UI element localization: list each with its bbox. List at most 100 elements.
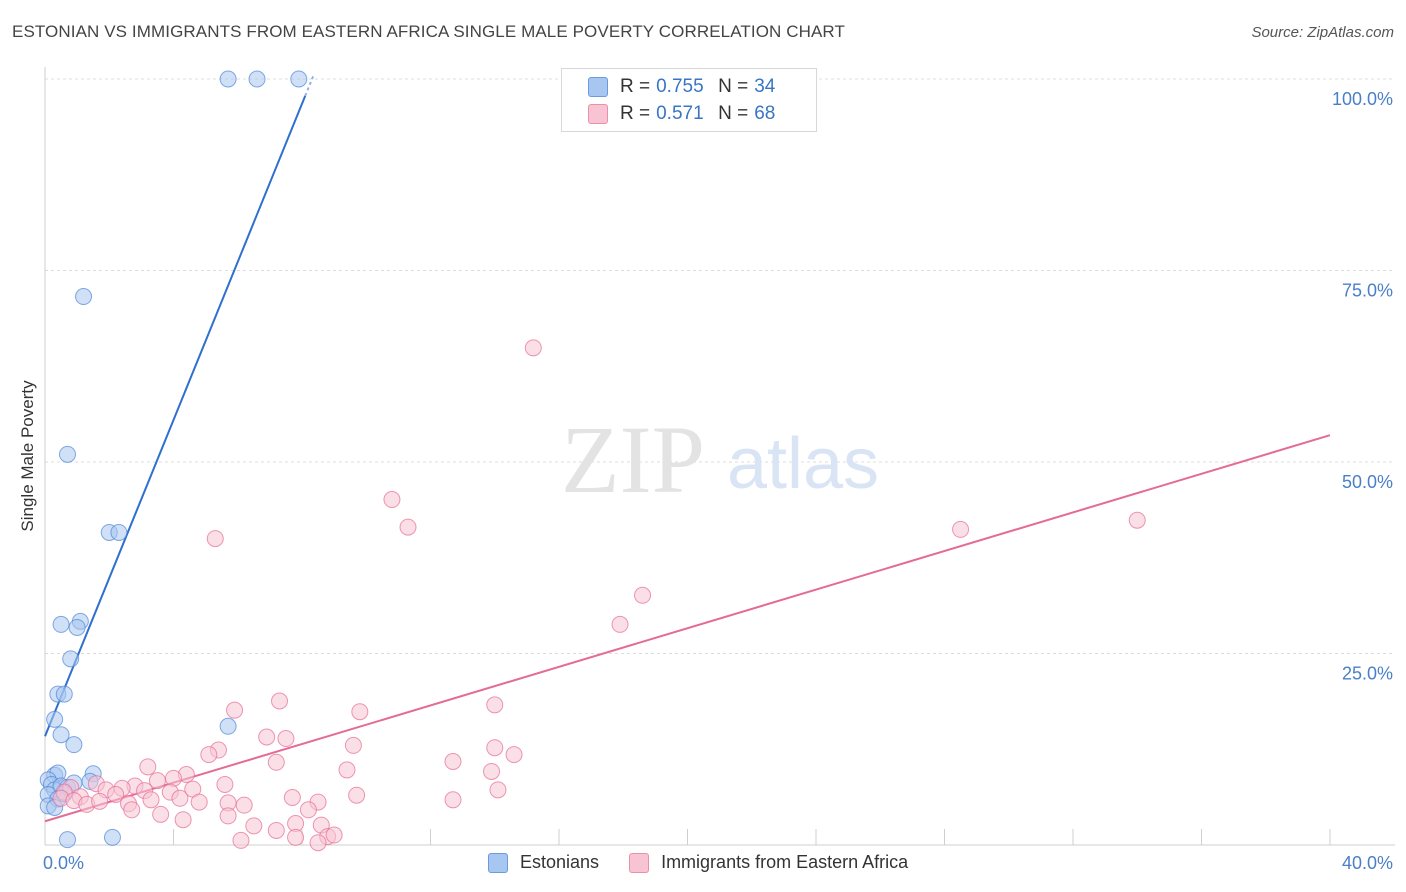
immigrant-point bbox=[287, 828, 305, 846]
immigrant-point bbox=[226, 701, 244, 719]
immigrant-point bbox=[267, 821, 285, 839]
x-tick-label: 40.0% bbox=[1342, 853, 1393, 873]
correlation-legend: R = 0.755 N = 34 R = 0.571 N = 68 bbox=[561, 68, 817, 132]
immigrant-point bbox=[219, 807, 237, 825]
immigrant-point bbox=[283, 789, 301, 807]
immigrant-point bbox=[309, 834, 327, 852]
immigrant-point bbox=[245, 817, 263, 835]
series-swatch-estonians bbox=[488, 852, 508, 873]
immigrant-point bbox=[351, 703, 369, 721]
immigrant-point bbox=[267, 753, 285, 771]
legend-n-label: N = bbox=[718, 103, 749, 124]
estonian-point bbox=[62, 650, 80, 668]
immigrant-point bbox=[486, 739, 504, 757]
estonian-point bbox=[75, 288, 93, 306]
immigrant-point bbox=[152, 805, 170, 823]
immigrant-point bbox=[200, 746, 218, 764]
legend-swatch-estonians bbox=[588, 77, 608, 97]
immigrant-point bbox=[952, 520, 970, 538]
immigrant-point bbox=[444, 791, 462, 809]
immigrant-point bbox=[139, 758, 157, 776]
data-points bbox=[39, 70, 1146, 852]
legend-r-value: 0.571 bbox=[656, 103, 704, 124]
immigrant-point bbox=[634, 586, 652, 604]
y-tick-label: 100.0% bbox=[1332, 89, 1393, 109]
estonian-point bbox=[46, 710, 64, 728]
immigrant-point bbox=[142, 791, 160, 809]
estonian-point bbox=[219, 717, 237, 735]
trend-line-estonians bbox=[44, 95, 307, 737]
estonian-point bbox=[248, 70, 266, 88]
legend-row-immigrants: R = 0.571 N = 68 bbox=[588, 101, 775, 127]
immigrant-point bbox=[325, 826, 343, 844]
immigrant-point bbox=[216, 775, 234, 793]
series-legend: Estonians Immigrants from Eastern Africa bbox=[488, 852, 938, 873]
estonian-point bbox=[68, 618, 86, 636]
x-tick-label: 0.0% bbox=[43, 853, 84, 873]
immigrant-point bbox=[174, 811, 192, 829]
immigrant-point bbox=[148, 772, 166, 790]
legend-n-label: N = bbox=[718, 76, 749, 97]
source-label: Source: ZipAtlas.com bbox=[1251, 24, 1394, 41]
estonian-point bbox=[58, 831, 76, 849]
immigrant-point bbox=[123, 801, 141, 819]
grid-lines bbox=[45, 78, 1395, 654]
estonian-point bbox=[110, 523, 128, 541]
immigrant-point bbox=[277, 730, 295, 748]
legend-swatch-immigrants bbox=[588, 104, 608, 124]
immigrant-point bbox=[483, 762, 501, 780]
immigrant-point bbox=[1128, 511, 1146, 529]
immigrant-point bbox=[399, 518, 417, 536]
immigrant-point bbox=[505, 746, 523, 764]
series-legend-estonians[interactable]: Estonians bbox=[488, 852, 599, 873]
legend-r-value: 0.755 bbox=[656, 76, 704, 97]
estonian-point bbox=[52, 726, 70, 744]
estonian-point bbox=[58, 445, 76, 463]
estonian-point bbox=[52, 615, 70, 633]
immigrant-point bbox=[348, 786, 366, 804]
estonian-point bbox=[219, 70, 237, 88]
immigrant-point bbox=[486, 696, 504, 714]
legend-row-estonians: R = 0.755 N = 34 bbox=[588, 74, 775, 100]
legend-n-value: 34 bbox=[754, 76, 776, 97]
immigrant-point bbox=[489, 781, 507, 799]
immigrant-point bbox=[206, 530, 224, 548]
immigrant-point bbox=[611, 615, 629, 633]
watermark-atlas: atlas bbox=[727, 424, 879, 504]
tick-labels: 25.0% 50.0% 75.0% 100.0% 0.0% 40.0% bbox=[43, 89, 1393, 873]
series-label-immigrants: Immigrants from Eastern Africa bbox=[661, 852, 909, 872]
immigrant-point bbox=[232, 831, 250, 849]
immigrant-point bbox=[165, 769, 182, 787]
immigrant-point bbox=[344, 736, 362, 754]
immigrant-point bbox=[258, 728, 276, 746]
trend-line-immigrants bbox=[44, 434, 1331, 823]
legend-r-label: R = bbox=[620, 103, 651, 124]
immigrant-point bbox=[235, 796, 253, 814]
series-legend-immigrants[interactable]: Immigrants from Eastern Africa bbox=[629, 852, 908, 873]
immigrant-point bbox=[444, 753, 462, 771]
trend-lines bbox=[44, 75, 1331, 823]
estonian-point bbox=[103, 828, 121, 846]
y-tick-label: 25.0% bbox=[1342, 664, 1393, 684]
y-tick-label: 50.0% bbox=[1342, 472, 1393, 492]
estonian-point bbox=[55, 685, 73, 703]
legend-r-label: R = bbox=[620, 76, 651, 97]
immigrant-point bbox=[171, 789, 189, 807]
estonian-point bbox=[65, 736, 83, 754]
y-tick-label: 75.0% bbox=[1342, 281, 1393, 301]
immigrant-point bbox=[91, 792, 109, 810]
legend-n-value: 68 bbox=[754, 103, 776, 124]
immigrant-point bbox=[271, 692, 289, 710]
immigrant-point bbox=[190, 793, 208, 811]
estonian-point bbox=[290, 70, 308, 88]
immigrant-point bbox=[338, 761, 356, 779]
axes bbox=[44, 67, 1395, 846]
immigrant-point bbox=[383, 491, 401, 509]
immigrant-point bbox=[524, 339, 542, 357]
series-swatch-immigrants bbox=[629, 852, 650, 873]
immigrant-point bbox=[107, 785, 125, 803]
chart-title: ESTONIAN VS IMMIGRANTS FROM EASTERN AFRI… bbox=[12, 22, 845, 41]
watermark-zip: ZIP bbox=[561, 406, 705, 513]
immigrant-point bbox=[299, 801, 317, 819]
